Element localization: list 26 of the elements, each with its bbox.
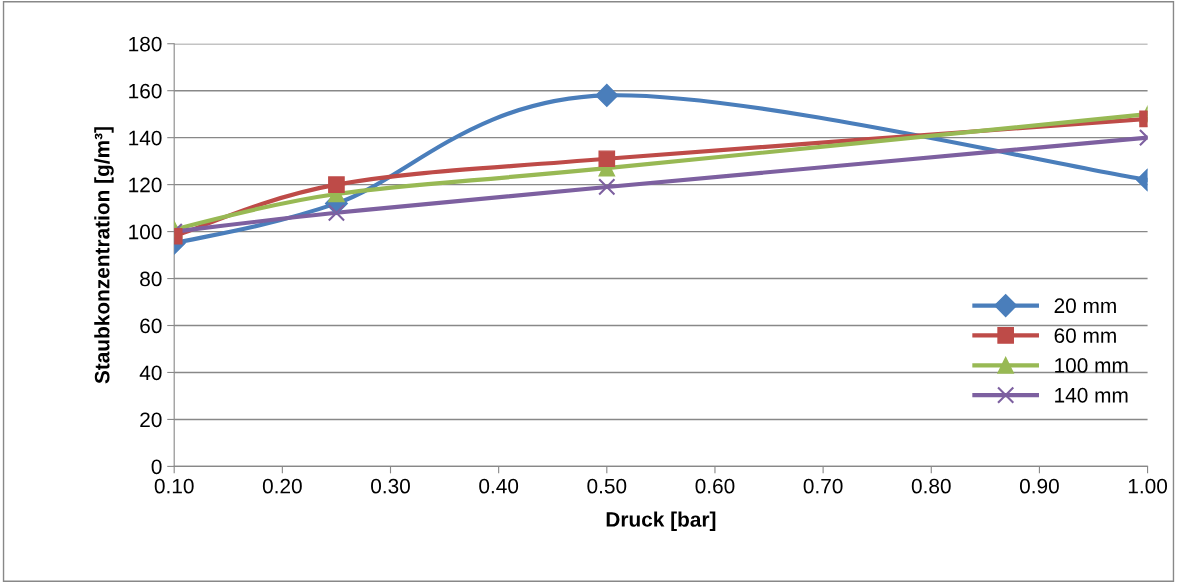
y-axis-title: Staubkonzentration [g/m³] [94,127,114,384]
y-tick-label: 60 [140,318,162,334]
x-axis-title: Druck [bar] [606,511,716,531]
y-tick-label: 40 [139,365,162,381]
legend-label: 140 mm [1055,387,1128,403]
y-tick-label: 0 [151,459,162,475]
x-tick-label: 0.10 [154,478,194,494]
y-tick-label: 140 [129,130,162,146]
y-tick-label: 100 [129,224,162,240]
x-tick-label: 0.40 [479,478,519,494]
x-tick-label: 1.00 [1128,478,1168,494]
legend-label: 60 mm [1054,328,1116,343]
y-tick-label: 180 [129,36,162,52]
x-tick-label: 0.70 [803,478,843,494]
x-tick-label: 0.80 [911,478,951,494]
y-tick-label: 120 [129,177,162,193]
legend-label: 100 mm [1055,358,1128,373]
x-tick-label: 0.50 [587,478,627,494]
x-tick-label: 0.90 [1019,478,1059,494]
x-tick-label: 0.30 [371,478,410,494]
y-tick-label: 80 [140,271,162,287]
y-tick-label: 20 [140,412,162,428]
x-tick-label: 0.60 [695,478,735,494]
legend-label: 20 mm [1054,298,1116,314]
x-tick-label: 0.20 [262,478,302,494]
y-tick-label: 160 [129,83,162,99]
